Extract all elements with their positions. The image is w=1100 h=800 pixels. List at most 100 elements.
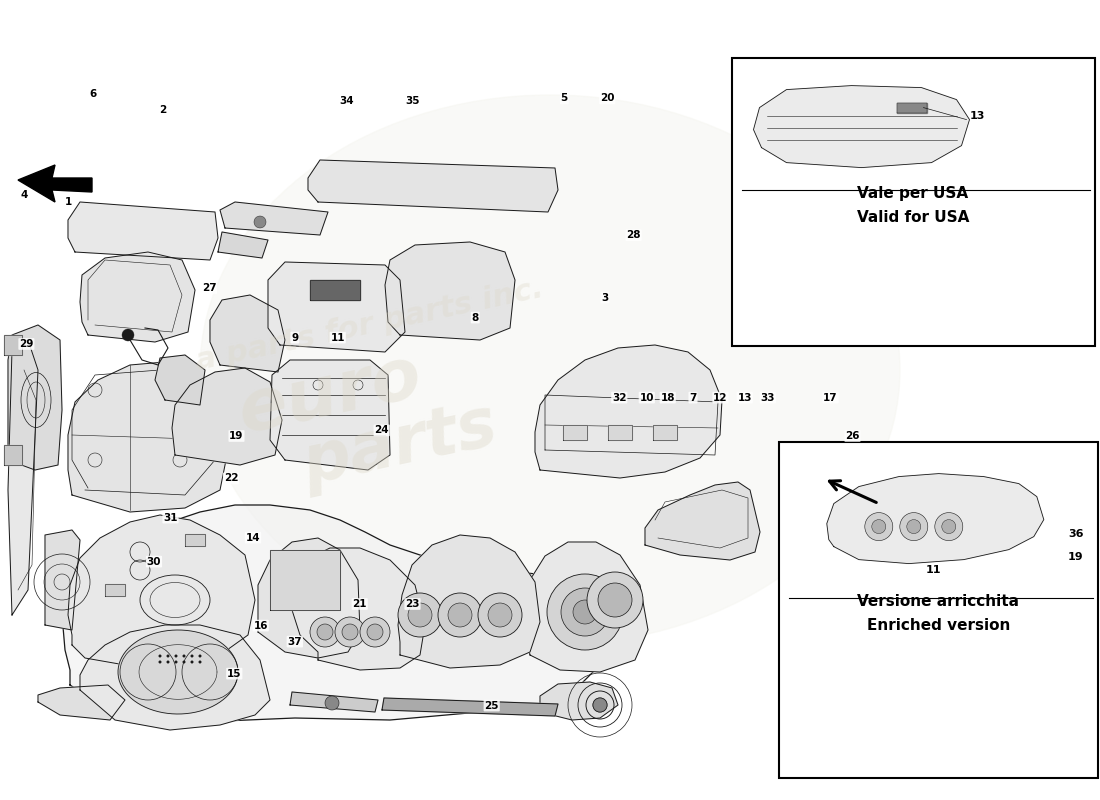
Text: 18: 18 (660, 393, 675, 402)
Circle shape (166, 661, 169, 663)
Polygon shape (290, 692, 378, 712)
Polygon shape (540, 682, 618, 720)
Polygon shape (45, 530, 80, 630)
Polygon shape (535, 345, 722, 478)
Text: 20: 20 (600, 94, 615, 103)
Polygon shape (385, 242, 515, 340)
Text: 24: 24 (374, 426, 389, 435)
Text: 36: 36 (1068, 529, 1084, 538)
Polygon shape (310, 280, 360, 300)
Circle shape (942, 520, 956, 534)
Circle shape (190, 661, 194, 663)
Text: 28: 28 (626, 230, 641, 240)
Circle shape (900, 513, 927, 541)
Polygon shape (80, 252, 195, 342)
Text: 19: 19 (229, 431, 244, 441)
Text: 17: 17 (823, 393, 838, 402)
Polygon shape (563, 425, 587, 440)
Bar (779, 442, 1098, 778)
Polygon shape (68, 362, 228, 512)
Polygon shape (270, 550, 340, 610)
Text: 35: 35 (405, 96, 420, 106)
Circle shape (438, 593, 482, 637)
Polygon shape (220, 202, 328, 235)
Text: 4: 4 (21, 190, 28, 200)
Text: euro: euro (232, 342, 428, 448)
Text: 13: 13 (737, 393, 752, 402)
Polygon shape (172, 368, 282, 465)
Circle shape (158, 654, 162, 658)
Circle shape (398, 593, 442, 637)
Text: 14: 14 (245, 533, 261, 542)
Text: 1: 1 (65, 197, 72, 206)
Polygon shape (754, 86, 969, 167)
Text: parts: parts (297, 392, 504, 498)
Circle shape (573, 600, 597, 624)
Text: 15: 15 (227, 669, 242, 678)
Polygon shape (4, 335, 22, 355)
Circle shape (360, 617, 390, 647)
Circle shape (166, 654, 169, 658)
Polygon shape (268, 262, 405, 352)
Text: 31: 31 (163, 513, 178, 522)
Polygon shape (827, 474, 1044, 563)
Text: 26: 26 (845, 431, 860, 441)
Circle shape (158, 661, 162, 663)
Polygon shape (104, 584, 125, 596)
Polygon shape (896, 102, 926, 113)
Circle shape (547, 574, 623, 650)
Polygon shape (155, 355, 205, 405)
Text: Vale per USA: Vale per USA (857, 186, 969, 201)
Text: 22: 22 (223, 474, 239, 483)
Circle shape (598, 583, 632, 617)
Text: 19: 19 (1068, 552, 1084, 562)
Polygon shape (4, 445, 22, 465)
Polygon shape (68, 202, 218, 260)
Circle shape (561, 588, 609, 636)
Circle shape (198, 661, 201, 663)
Polygon shape (608, 425, 632, 440)
Polygon shape (62, 505, 600, 722)
Text: 3: 3 (602, 293, 608, 302)
Circle shape (310, 617, 340, 647)
Circle shape (336, 617, 365, 647)
Circle shape (175, 654, 177, 658)
Polygon shape (653, 425, 676, 440)
Text: 12: 12 (713, 393, 728, 402)
Text: 16: 16 (253, 621, 268, 630)
Polygon shape (382, 698, 558, 716)
Text: 30: 30 (146, 557, 162, 566)
Polygon shape (398, 535, 540, 668)
Circle shape (865, 513, 893, 541)
Polygon shape (185, 534, 205, 546)
Text: 8: 8 (472, 313, 478, 322)
Circle shape (175, 661, 177, 663)
Circle shape (198, 654, 201, 658)
Circle shape (183, 654, 186, 658)
Text: 29: 29 (19, 339, 34, 349)
Text: 34: 34 (339, 96, 354, 106)
Circle shape (122, 329, 134, 341)
Polygon shape (8, 340, 39, 615)
Polygon shape (68, 515, 255, 665)
Text: Enriched version: Enriched version (867, 618, 1010, 633)
Circle shape (906, 520, 921, 534)
Text: 27: 27 (201, 283, 217, 293)
Text: 9: 9 (292, 333, 298, 342)
Circle shape (367, 624, 383, 640)
Polygon shape (210, 295, 285, 372)
Text: 10: 10 (639, 393, 654, 402)
Circle shape (587, 572, 643, 628)
Ellipse shape (200, 95, 900, 645)
Text: 2: 2 (160, 106, 166, 115)
Polygon shape (258, 538, 360, 658)
Circle shape (408, 603, 432, 627)
Polygon shape (645, 482, 760, 560)
Polygon shape (526, 542, 648, 672)
Circle shape (254, 216, 266, 228)
Circle shape (872, 520, 886, 534)
Text: 11: 11 (926, 565, 942, 574)
Text: Valid for USA: Valid for USA (857, 210, 969, 225)
Polygon shape (308, 160, 558, 212)
Circle shape (448, 603, 472, 627)
